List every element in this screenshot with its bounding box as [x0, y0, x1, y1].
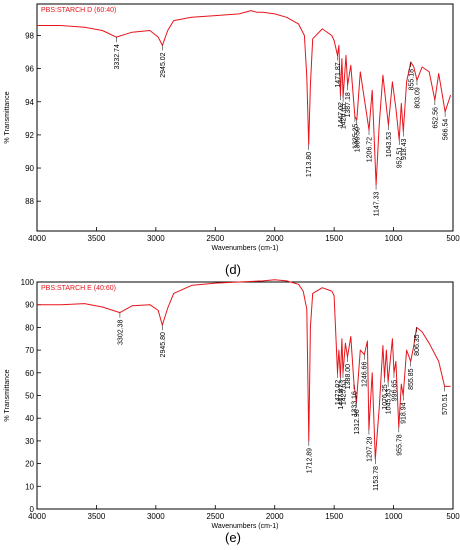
panel-e-peak-label: 1045.83 — [386, 389, 393, 414]
panel-e-x-axis-label: Wavenumbers (cm-1) — [211, 523, 278, 530]
panel-e-peak-label: 1712.89 — [306, 448, 313, 473]
panel-d-peak-label: 1206.72 — [367, 137, 374, 162]
panel-d-x-tick-label: 3000 — [147, 234, 165, 243]
panel-e-y-tick-label: 90 — [25, 301, 34, 310]
panel-e-y-tick-label: 10 — [25, 482, 34, 491]
panel-d-y-tick-label: 92 — [25, 131, 34, 140]
panel-d-x-tick-label: 4000 — [28, 234, 46, 243]
panel-e-y-tick-label: 50 — [25, 392, 34, 401]
panel-e-x-tick-label: 2500 — [206, 512, 224, 521]
panel-e-y-tick-label: 60 — [25, 369, 34, 378]
panel-d-spectrum-line — [37, 10, 452, 186]
panel-e-peak-label: 918.94 — [401, 402, 408, 424]
panel-e-caption: (e) — [225, 530, 241, 545]
panel-d-peak-label: 1387.18 — [345, 92, 352, 117]
panel-d-y-tick-label: 96 — [25, 65, 34, 74]
panel-d-x-axis-label: Wavenumbers (cm-1) — [211, 245, 278, 252]
panel-e-x-tick-label: 1500 — [325, 512, 343, 521]
panel-d-x-tick-label: 1000 — [385, 234, 403, 243]
panel-d-peak-label: 952.51 — [397, 147, 404, 169]
panel-d-y-tick-label: 94 — [25, 98, 34, 107]
panel-d-peak-label: 1309.50 — [354, 127, 361, 152]
panel-d-y-axis-label: % Transmittance — [4, 91, 11, 143]
panel-e-peak-label: 570.51 — [442, 393, 449, 415]
panel-e-y-tick-label: 30 — [25, 437, 34, 446]
panel-d-peak-label: 855.18 — [408, 69, 415, 91]
panel-e-peak-label: 1388.00 — [345, 364, 352, 389]
panel-d-peak-label: 1471.87 — [335, 62, 342, 87]
panel-e-peak-label: 1153.78 — [373, 466, 380, 491]
panel-d-peak-label: 918.43 — [401, 138, 408, 160]
panel-e-spectrum-line — [37, 279, 451, 460]
panel-d-x-tick-label: 2000 — [266, 234, 284, 243]
panel-d-peak-label: 1147.33 — [374, 192, 381, 217]
panel-e-peak-label: 1207.29 — [366, 436, 373, 461]
panel-e-y-tick-label: 70 — [25, 346, 34, 355]
panel-d-peak-label: 1424.65 — [341, 104, 348, 129]
panel-d-peak-label: 652.56 — [432, 107, 439, 129]
panel-d-x-tick-label: 500 — [446, 234, 460, 243]
panel-e-y-tick-label: 100 — [21, 278, 35, 287]
panel-e-x-tick-label: 500 — [446, 512, 460, 521]
panel-e-peak-label: 1447.47 — [338, 384, 345, 409]
panel-e-x-tick-label: 4000 — [28, 512, 46, 521]
panel-d-peak-label: 1043.53 — [386, 132, 393, 157]
panel-d-x-tick-label: 3500 — [88, 234, 106, 243]
panel-d-peak-label: 2945.02 — [160, 52, 167, 77]
panel-d-plot-frame — [36, 3, 454, 232]
panel-d-peak-label: 3332.74 — [114, 44, 121, 69]
panel-e-peak-label: 1472.02 — [335, 380, 342, 405]
panel-e-peak-label: 1425.63 — [340, 380, 347, 405]
panel-e-peak-label: 996.65 — [391, 380, 398, 402]
panel-e-x-tick-label: 2000 — [266, 512, 284, 521]
panel-e-x-tick-label: 1000 — [385, 512, 403, 521]
panel-e-y-tick-label: 20 — [25, 460, 34, 469]
panel-e-x-tick-label: 3500 — [88, 512, 106, 521]
panel-e-peak-label: 1076.25 — [382, 384, 389, 409]
panel-d-x-tick-label: 1500 — [325, 234, 343, 243]
panel-e-peak-label: 1312.96 — [354, 409, 361, 434]
panel-e-peak-label: 3302.38 — [117, 320, 124, 345]
panel-d-caption: (d) — [225, 262, 241, 277]
panel-e-peak-label: 955.78 — [396, 434, 403, 456]
panel-d-peak-label: 1447.02 — [338, 102, 345, 127]
panel-e-chart-title: PBS:STARCH E (40:60) — [41, 285, 116, 292]
panel-e-y-tick-label: 40 — [25, 414, 34, 423]
panel-d-peak-label: 566.54 — [443, 119, 450, 141]
panel-e-y-tick-label: 80 — [25, 323, 34, 332]
panel-e-x-tick-label: 3000 — [147, 512, 165, 521]
panel-d-peak-label: 1325.25 — [352, 124, 359, 149]
panel-e-y-tick-label: 0 — [30, 505, 35, 514]
panel-d-peak-label: 803.09 — [414, 87, 421, 109]
panel-e-plot-frame — [36, 281, 454, 510]
panel-d-y-tick-label: 90 — [25, 164, 34, 173]
panel-e-peak-label: 806.35 — [414, 334, 421, 356]
panel-d-peak-label: 1713.80 — [306, 152, 313, 177]
panel-e-peak-label: 1246.66 — [362, 362, 369, 387]
panel-d-x-tick-label: 2500 — [206, 234, 224, 243]
panel-d-y-tick-label: 98 — [25, 31, 34, 40]
panel-e-peak-label: 855.85 — [408, 368, 415, 390]
panel-d-chart-title: PBS:STARCH D (60:40) — [41, 7, 116, 14]
panel-e-peak-label: 1333.16 — [351, 391, 358, 416]
panel-d-y-tick-label: 88 — [25, 197, 34, 206]
panel-e-y-axis-label: % Transmittance — [4, 369, 11, 421]
panel-e-peak-label: 2945.80 — [160, 332, 167, 357]
